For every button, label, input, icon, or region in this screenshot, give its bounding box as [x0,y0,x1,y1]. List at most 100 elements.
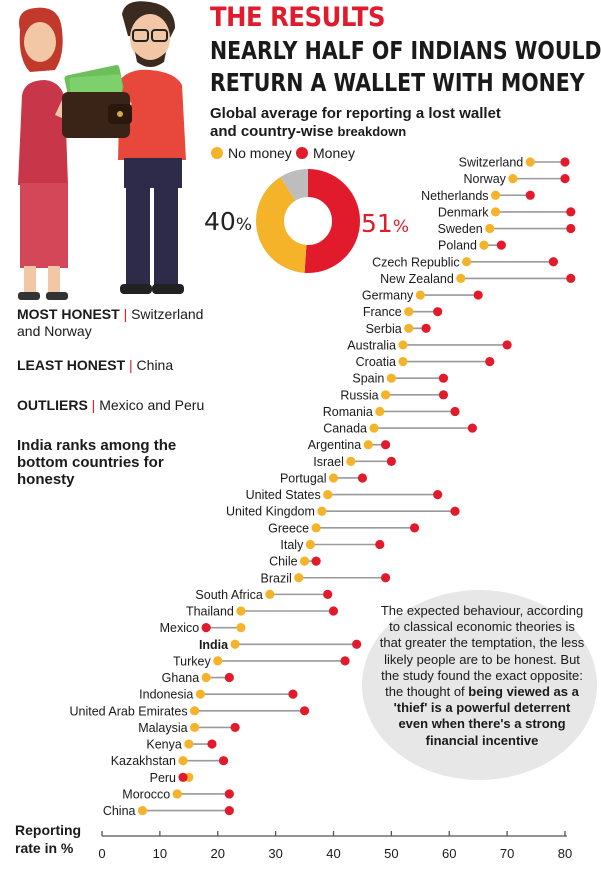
axis-label: Reporting rate in % [15,821,81,857]
country-label: United States [246,488,321,502]
donut-no-money-unit: % [235,215,252,235]
point-no-money [328,473,339,483]
point-no-money [305,539,315,550]
point-no-money [265,589,275,599]
point-money [496,240,506,250]
fact-most-honest-value: Switzerland and Norway [17,306,204,339]
country-label: Germany [362,289,414,303]
fact-least-honest-value: China [136,357,174,373]
point-money [224,672,234,683]
point-no-money [398,340,408,350]
point-money [380,573,391,583]
country-label: Croatia [356,355,396,369]
point-money [450,506,460,516]
point-money [525,190,535,200]
donut-no-money-percent: 40% [204,207,252,236]
country-label: Switzerland [459,156,524,170]
x-tick-label: 60 [442,846,456,861]
point-money [218,756,229,766]
fact-most-honest-label: MOST HONEST [17,306,120,322]
point-no-money [380,390,391,400]
country-label: Greece [268,521,309,535]
point-money [433,490,443,500]
point-no-money [236,606,246,616]
point-money [352,639,362,649]
donut-money-percent: 51% [361,209,409,238]
country-label: Turkey [173,654,211,668]
point-money [230,722,240,733]
donut-money-value: 51 [361,209,393,238]
point-money [485,356,495,367]
point-money [566,273,576,284]
note-plain: The expected behaviour, according to cla… [379,603,585,700]
country-label: Australia [347,338,396,352]
donut-no-money-value: 40 [204,207,236,236]
axis-label-line-1: Reporting [15,822,82,838]
country-label: South Africa [195,588,262,602]
point-money [380,440,391,450]
legend-no-money: No money [211,145,292,161]
point-no-money [311,523,321,533]
x-tick-label: 50 [384,846,398,861]
country-label: Israel [313,455,344,469]
point-no-money [236,623,246,633]
fact-most-honest: MOST HONEST | Switzerland and Norway [17,306,204,339]
point-money [467,423,477,433]
country-label: Malaysia [138,721,187,735]
country-label: Mexico [160,621,200,635]
point-no-money [190,706,200,716]
x-tick-label: 80 [558,846,572,861]
point-money [438,373,449,383]
point-money [328,606,339,616]
point-no-money [369,423,379,433]
country-label: Chile [269,555,298,569]
wallet-illustration [18,1,186,300]
point-money [299,706,310,716]
point-no-money [363,440,373,450]
country-label: China [103,804,136,818]
country-label: Argentina [308,438,362,452]
point-no-money [299,556,310,566]
country-label: Indonesia [139,688,193,702]
point-no-money [415,290,425,300]
point-no-money [508,174,518,184]
point-no-money [201,672,211,683]
donut-chart [256,169,360,273]
country-label: New Zealand [380,272,454,286]
headline-line-2: RETURN A WALLET WITH MONEY [210,68,585,97]
donut-remainder-slice [256,169,360,273]
point-money [311,556,321,566]
point-money [288,689,298,699]
point-money [323,589,333,599]
point-no-money [398,356,408,367]
legend-money-swatch [296,147,308,159]
country-label: Ghana [162,671,200,685]
country-label: Norway [464,172,507,186]
point-money [386,456,396,466]
point-no-money [195,689,205,699]
point-no-money [375,406,385,417]
note-bubble [362,590,597,780]
x-tick-label: 30 [268,846,282,861]
point-money [566,207,576,217]
country-label: France [363,305,402,319]
country-label: India [199,638,229,652]
point-no-money [137,805,148,816]
point-no-money [485,223,495,234]
point-no-money [230,639,240,649]
point-money [560,174,570,184]
point-money [224,805,234,816]
country-label: Morocco [122,787,170,801]
headline-line-1: NEARLY HALF OF INDIANS WOULD [210,36,601,65]
country-label: Romania [323,405,373,419]
point-money [375,539,385,550]
point-money [433,307,443,317]
point-no-money [184,739,194,749]
country-label: Czech Republic [372,255,460,269]
subheading-line-2: and country-wise breakdown [210,123,406,140]
point-money [207,739,217,749]
note-bold: being viewed as a 'thief' is a powerful … [393,684,579,748]
donut-money-unit: % [392,217,409,237]
point-money [560,157,570,167]
point-no-money [479,240,489,250]
